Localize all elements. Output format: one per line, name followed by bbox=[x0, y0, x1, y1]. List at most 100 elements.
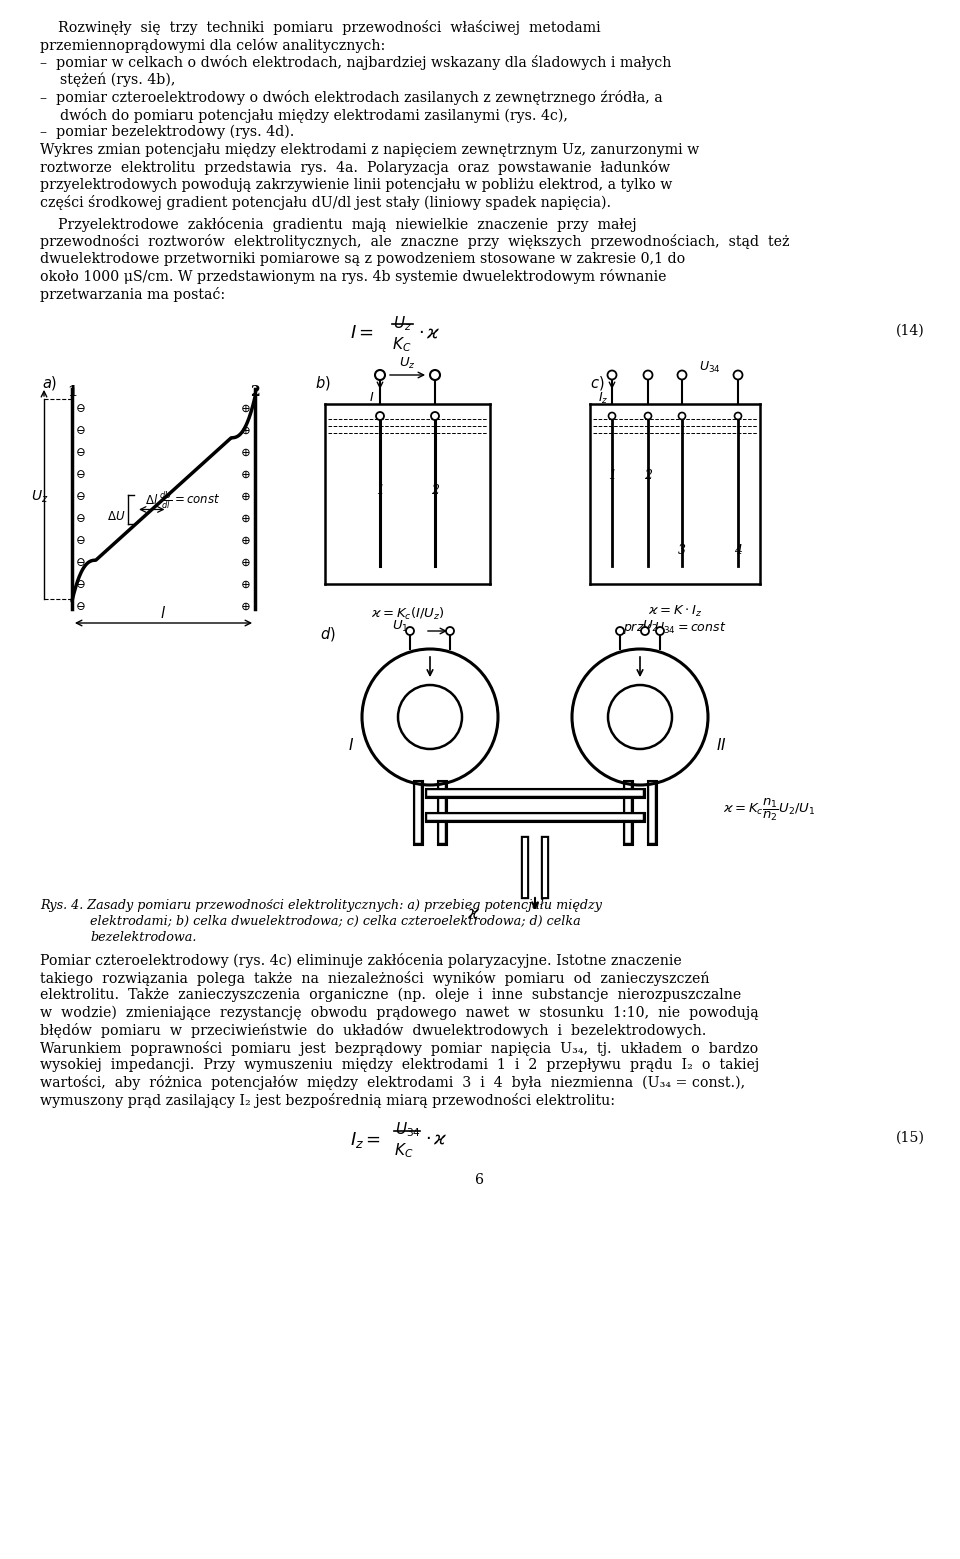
Text: ⊖: ⊖ bbox=[76, 578, 86, 591]
Circle shape bbox=[446, 627, 454, 635]
Circle shape bbox=[406, 627, 414, 635]
Text: Wykres zmian potencjału między elektrodami z napięciem zewnętrznym Uz, zanurzony: Wykres zmian potencjału między elektroda… bbox=[40, 142, 699, 156]
Text: przemiennoprądowymi dla celów analitycznych:: przemiennoprądowymi dla celów analityczn… bbox=[40, 37, 385, 53]
Text: ⊖: ⊖ bbox=[76, 402, 86, 415]
Text: Przyelektrodowe  zakłócenia  gradientu  mają  niewielkie  znaczenie  przy  małej: Przyelektrodowe zakłócenia gradientu maj… bbox=[40, 217, 636, 231]
Text: $U_z$: $U_z$ bbox=[32, 490, 49, 505]
Text: ⊕: ⊕ bbox=[241, 578, 251, 591]
Text: ⊕: ⊕ bbox=[241, 600, 251, 613]
Circle shape bbox=[375, 369, 385, 380]
Text: ⊕: ⊕ bbox=[241, 535, 251, 547]
Text: ⊕: ⊕ bbox=[241, 468, 251, 482]
Text: $\varkappa=K \cdot I_z$: $\varkappa=K \cdot I_z$ bbox=[648, 603, 702, 619]
Text: $c)$: $c)$ bbox=[590, 374, 605, 391]
Circle shape bbox=[643, 371, 653, 379]
Text: roztworze  elektrolitu  przedstawia  rys.  4a.  Polaryzacja  oraz  powstawanie  : roztworze elektrolitu przedstawia rys. 4… bbox=[40, 161, 670, 175]
Text: przyelektrodowych powodują zakrzywienie linii potencjału w pobliżu elektrod, a t: przyelektrodowych powodują zakrzywienie … bbox=[40, 178, 672, 192]
Circle shape bbox=[608, 371, 616, 379]
Text: $przy\ U_{34}=const$: $przy\ U_{34}=const$ bbox=[623, 620, 727, 636]
Text: $I$: $I$ bbox=[369, 391, 374, 404]
Circle shape bbox=[376, 412, 384, 419]
Text: takiego  rozwiązania  polega  także  na  niezależności  wyników  pomiaru  od  za: takiego rozwiązania polega także na niez… bbox=[40, 971, 709, 985]
Text: $\Delta l$: $\Delta l$ bbox=[145, 494, 158, 508]
Text: Rozwinęły  się  trzy  techniki  pomiaru  przewodności  właściwej  metodami: Rozwinęły się trzy techniki pomiaru prze… bbox=[40, 20, 601, 34]
Text: $I_z = $: $I_z = $ bbox=[350, 1130, 381, 1151]
Circle shape bbox=[616, 627, 624, 635]
Text: 1: 1 bbox=[608, 469, 616, 482]
Circle shape bbox=[431, 412, 439, 419]
Text: ⊕: ⊕ bbox=[241, 557, 251, 569]
Text: $I = $: $I = $ bbox=[350, 324, 374, 341]
Text: ⊖: ⊖ bbox=[76, 535, 86, 547]
Text: $U_{34}$: $U_{34}$ bbox=[395, 1121, 421, 1140]
Text: 2: 2 bbox=[251, 385, 260, 399]
Text: Rys. 4. Zasady pomiaru przewodności elektrolitycznych: a) przebieg potencjału mi: Rys. 4. Zasady pomiaru przewodności elek… bbox=[40, 900, 602, 912]
Text: Pomiar czteroelektrodowy (rys. 4c) eliminuje zakłócenia polaryzacyjne. Istotne z: Pomiar czteroelektrodowy (rys. 4c) elimi… bbox=[40, 953, 682, 968]
Text: $U_z$: $U_z$ bbox=[399, 355, 416, 371]
Text: $a)$: $a)$ bbox=[42, 374, 58, 391]
Text: ⊕: ⊕ bbox=[241, 490, 251, 504]
Text: ⊖: ⊖ bbox=[76, 511, 86, 525]
Text: $d)$: $d)$ bbox=[320, 625, 336, 642]
Text: $K_C$: $K_C$ bbox=[394, 1141, 414, 1160]
Text: $\varkappa$: $\varkappa$ bbox=[467, 906, 480, 921]
Text: 3: 3 bbox=[678, 544, 686, 557]
Text: stężeń (rys. 4b),: stężeń (rys. 4b), bbox=[60, 73, 176, 87]
Circle shape bbox=[641, 627, 649, 635]
Text: ⊕: ⊕ bbox=[241, 402, 251, 415]
Text: 1: 1 bbox=[67, 385, 77, 399]
Text: –  pomiar bezelektrodowy (rys. 4d).: – pomiar bezelektrodowy (rys. 4d). bbox=[40, 125, 295, 139]
Text: $U_2$: $U_2$ bbox=[641, 619, 659, 635]
Text: ⊖: ⊖ bbox=[76, 557, 86, 569]
Text: wymuszony prąd zasilający I₂ jest bezpośrednią miarą przewodności elektrolitu:: wymuszony prąd zasilający I₂ jest bezpoś… bbox=[40, 1093, 615, 1108]
Text: 6: 6 bbox=[475, 1174, 485, 1188]
Text: ⊖: ⊖ bbox=[76, 446, 86, 458]
Text: $\varkappa=K_c\dfrac{n_1}{n_2}U_2/U_1$: $\varkappa=K_c\dfrac{n_1}{n_2}U_2/U_1$ bbox=[723, 797, 816, 823]
Text: (15): (15) bbox=[896, 1130, 925, 1144]
Text: $U_z$: $U_z$ bbox=[393, 313, 412, 332]
Circle shape bbox=[733, 371, 742, 379]
Text: Warunkiem  poprawności  pomiaru  jest  bezprądowy  pomiar  napięcia  U₃₄,  tj.  : Warunkiem poprawności pomiaru jest bezpr… bbox=[40, 1040, 758, 1055]
Text: ⊖: ⊖ bbox=[76, 600, 86, 613]
Text: ⊖: ⊖ bbox=[76, 490, 86, 504]
Text: $n_1$: $n_1$ bbox=[422, 706, 438, 720]
Text: $\cdot \, \varkappa$: $\cdot \, \varkappa$ bbox=[418, 324, 441, 341]
Text: $\varkappa=K_c(I/U_z)$: $\varkappa=K_c(I/U_z)$ bbox=[371, 606, 444, 622]
Text: 4: 4 bbox=[734, 544, 742, 557]
Text: –  pomiar w celkach o dwóch elektrodach, najbardziej wskazany dla śladowych i ma: – pomiar w celkach o dwóch elektrodach, … bbox=[40, 55, 671, 70]
Text: wartości,  aby  różnica  potencjałów  między  elektrodami  3  i  4  była  niezmi: wartości, aby różnica potencjałów między… bbox=[40, 1076, 745, 1090]
Text: około 1000 μS/cm. W przedstawionym na rys. 4b systemie dwuelektrodowym równanie: około 1000 μS/cm. W przedstawionym na ry… bbox=[40, 270, 666, 284]
Text: $\Delta U$: $\Delta U$ bbox=[107, 510, 125, 522]
Circle shape bbox=[430, 369, 440, 380]
Text: ⊖: ⊖ bbox=[76, 468, 86, 482]
Circle shape bbox=[608, 684, 672, 748]
Text: przetwarzania ma postać:: przetwarzania ma postać: bbox=[40, 287, 226, 301]
Text: $U_{34}$: $U_{34}$ bbox=[699, 360, 721, 376]
Text: ⊕: ⊕ bbox=[241, 446, 251, 458]
Text: ⊕: ⊕ bbox=[241, 511, 251, 525]
Text: 2: 2 bbox=[644, 469, 652, 482]
Text: $K_C$: $K_C$ bbox=[392, 335, 412, 354]
Circle shape bbox=[398, 684, 462, 748]
Text: ⊖: ⊖ bbox=[76, 424, 86, 437]
Text: $l$: $l$ bbox=[160, 605, 166, 620]
Text: $n_2$: $n_2$ bbox=[633, 706, 648, 720]
Text: $\cdot \, \varkappa$: $\cdot \, \varkappa$ bbox=[425, 1130, 447, 1149]
Text: 1: 1 bbox=[376, 483, 384, 497]
Text: przewodności  roztworów  elektrolitycznych,  ale  znaczne  przy  większych  prze: przewodności roztworów elektrolitycznych… bbox=[40, 234, 789, 249]
Text: $U_1$: $U_1$ bbox=[392, 619, 408, 635]
Text: dwuelektrodowe przetworniki pomiarowe są z powodzeniem stosowane w zakresie 0,1 : dwuelektrodowe przetworniki pomiarowe są… bbox=[40, 251, 685, 265]
Text: $b)$: $b)$ bbox=[315, 374, 330, 391]
Text: błędów  pomiaru  w  przeciwieństwie  do  układów  dwuelektrodowych  i  bezelektr: błędów pomiaru w przeciwieństwie do ukła… bbox=[40, 1023, 707, 1038]
Circle shape bbox=[678, 371, 686, 379]
Text: $I_z$: $I_z$ bbox=[597, 391, 608, 405]
Text: (14): (14) bbox=[897, 324, 925, 338]
Text: bezelektrodowa.: bezelektrodowa. bbox=[90, 931, 197, 945]
Text: elektrolitu.  Także  zanieczyszczenia  organiczne  (np.  oleje  i  inne  substan: elektrolitu. Także zanieczyszczenia orga… bbox=[40, 988, 741, 1002]
Text: 2: 2 bbox=[431, 483, 439, 497]
Text: w  wodzie)  zmieniające  rezystancję  obwodu  prądowego  nawet  w  stosunku  1:1: w wodzie) zmieniające rezystancję obwodu… bbox=[40, 1006, 758, 1020]
Circle shape bbox=[656, 627, 664, 635]
Text: wysokiej  impedancji.  Przy  wymuszeniu  między  elektrodami  1  i  2  przepływu: wysokiej impedancji. Przy wymuszeniu mię… bbox=[40, 1059, 759, 1073]
Text: części środkowej gradient potencjału dU/dl jest stały (liniowy spadek napięcia).: części środkowej gradient potencjału dU/… bbox=[40, 195, 612, 210]
Text: $I$: $I$ bbox=[348, 737, 354, 753]
